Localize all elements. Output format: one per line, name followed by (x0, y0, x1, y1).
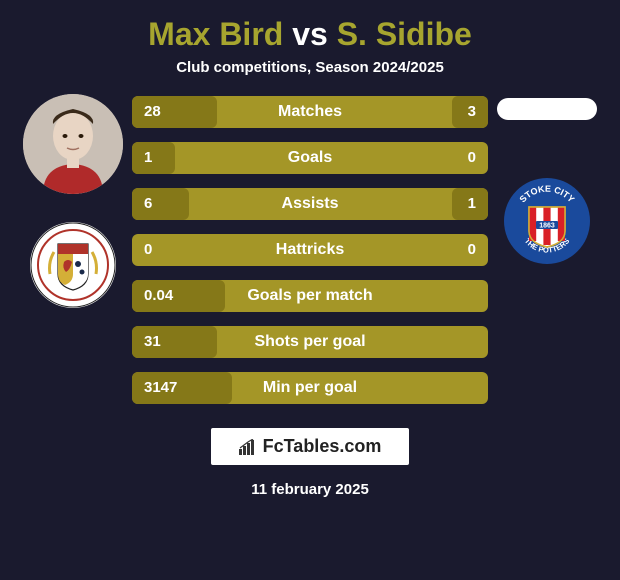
stat-label: Hattricks (276, 234, 344, 266)
stat-value-right (464, 372, 488, 404)
stat-value-left: 28 (132, 96, 173, 128)
stat-row: 6 1 Assists (132, 188, 488, 220)
stat-value-left: 6 (132, 188, 164, 220)
svg-text:1863: 1863 (539, 223, 555, 230)
player2-name: S. Sidibe (337, 16, 472, 52)
date-label: 11 february 2025 (251, 481, 369, 498)
brand-badge: FcTables.com (211, 428, 410, 465)
stat-label: Matches (278, 96, 342, 128)
stat-row: 0.04 Goals per match (132, 280, 488, 312)
player1-club-badge (30, 222, 116, 308)
stat-value-right (464, 326, 488, 358)
stat-label: Assists (282, 188, 339, 220)
chart-icon (239, 439, 259, 455)
vs-label: vs (292, 16, 328, 52)
stats-table: 28 3 Matches 1 0 Goals 6 1 Assists 0 0 Hattricks 0.0… (132, 96, 488, 404)
player2-photo-placeholder (497, 98, 597, 120)
stat-label: Min per goal (263, 372, 357, 404)
stat-value-right: 3 (456, 96, 488, 128)
brand-text: FcTables.com (263, 436, 382, 457)
player1-name: Max Bird (148, 16, 283, 52)
main-row: 28 3 Matches 1 0 Goals 6 1 Assists 0 0 Hattricks 0.0… (0, 94, 620, 404)
stat-row: 31 Shots per goal (132, 326, 488, 358)
left-column (18, 94, 128, 308)
stat-value-left: 0.04 (132, 280, 185, 312)
stat-row: 28 3 Matches (132, 96, 488, 128)
stat-label: Goals per match (247, 280, 372, 312)
stat-value-right (464, 280, 488, 312)
subtitle: Club competitions, Season 2024/2025 (176, 59, 444, 76)
comparison-card: Max Bird vs S. Sidibe Club competitions,… (0, 0, 620, 580)
footer: FcTables.com 11 february 2025 (211, 428, 410, 498)
player1-photo (23, 94, 123, 194)
stat-label: Shots per goal (254, 326, 365, 358)
right-column: STOKE CITY THE POTTERS 1863 (492, 94, 602, 264)
stat-value-right: 0 (456, 142, 488, 174)
stat-value-right: 1 (456, 188, 488, 220)
stat-value-left: 31 (132, 326, 173, 358)
stat-value-left: 1 (132, 142, 164, 174)
page-title: Max Bird vs S. Sidibe (148, 16, 472, 53)
stat-label: Goals (288, 142, 332, 174)
stat-value-right: 0 (456, 234, 488, 266)
stat-row: 0 0 Hattricks (132, 234, 488, 266)
stat-row: 1 0 Goals (132, 142, 488, 174)
stat-row: 3147 Min per goal (132, 372, 488, 404)
stat-value-left: 0 (132, 234, 164, 266)
player2-club-badge: STOKE CITY THE POTTERS 1863 (504, 178, 590, 264)
stat-value-left: 3147 (132, 372, 189, 404)
